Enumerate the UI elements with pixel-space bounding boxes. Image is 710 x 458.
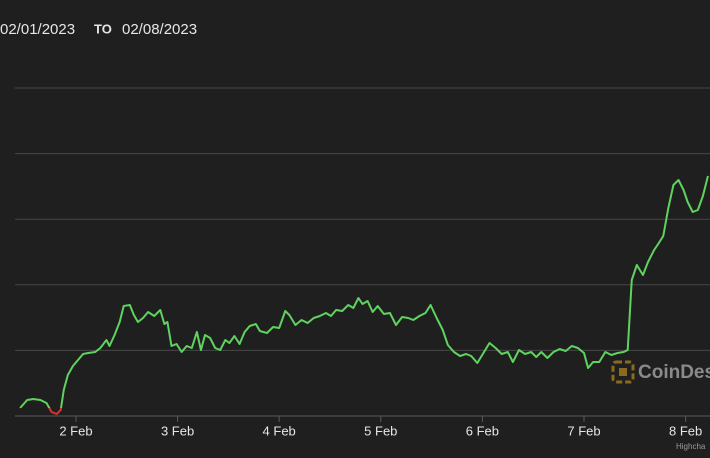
x-tick-label: 6 Feb	[466, 423, 499, 438]
x-tick-label: 8 Feb	[669, 423, 702, 438]
price-line	[19, 175, 709, 415]
x-tick-label: 7 Feb	[567, 423, 600, 438]
watermark-logo	[611, 360, 635, 384]
date-separator: TO	[94, 21, 112, 36]
date-to: 02/08/2023	[122, 21, 197, 38]
x-tick-label: 2 Feb	[59, 423, 92, 438]
watermark: CoinDes	[638, 362, 710, 383]
x-tick-label: 5 Feb	[364, 423, 397, 438]
x-tick-label: 4 Feb	[263, 423, 296, 438]
x-tick-label: 3 Feb	[161, 423, 194, 438]
credits: Highcha	[676, 442, 706, 451]
date-from: 02/01/2023	[0, 21, 75, 38]
